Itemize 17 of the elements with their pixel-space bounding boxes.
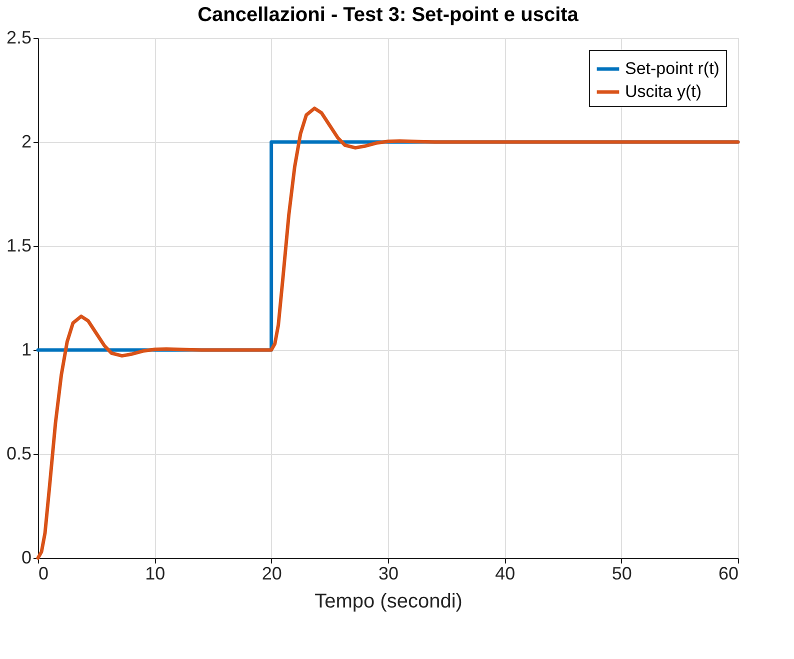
y-tick-label: 1 (21, 340, 32, 360)
x-tick-label: 50 (612, 564, 632, 584)
x-tick-label: 0 (38, 564, 49, 584)
x-tick-label: 20 (262, 564, 282, 584)
legend-label: Uscita y(t) (625, 82, 702, 101)
x-tick-label: 10 (145, 564, 166, 584)
legend-label: Set-point r(t) (625, 59, 720, 78)
chart-title: Cancellazioni - Test 3: Set-point e uscita (198, 4, 580, 26)
x-tick-label: 60 (718, 564, 738, 584)
y-tick-label: 1.5 (6, 236, 32, 256)
x-axis-title: Tempo (secondi) (314, 590, 462, 612)
y-tick-label: 2.5 (6, 28, 32, 48)
y-tick-label: 0.5 (6, 444, 32, 464)
y-tick-label: 2 (21, 132, 32, 152)
x-tick-label: 30 (378, 564, 399, 584)
x-tick-label: 40 (495, 564, 516, 584)
y-tick-label: 0 (21, 548, 32, 568)
